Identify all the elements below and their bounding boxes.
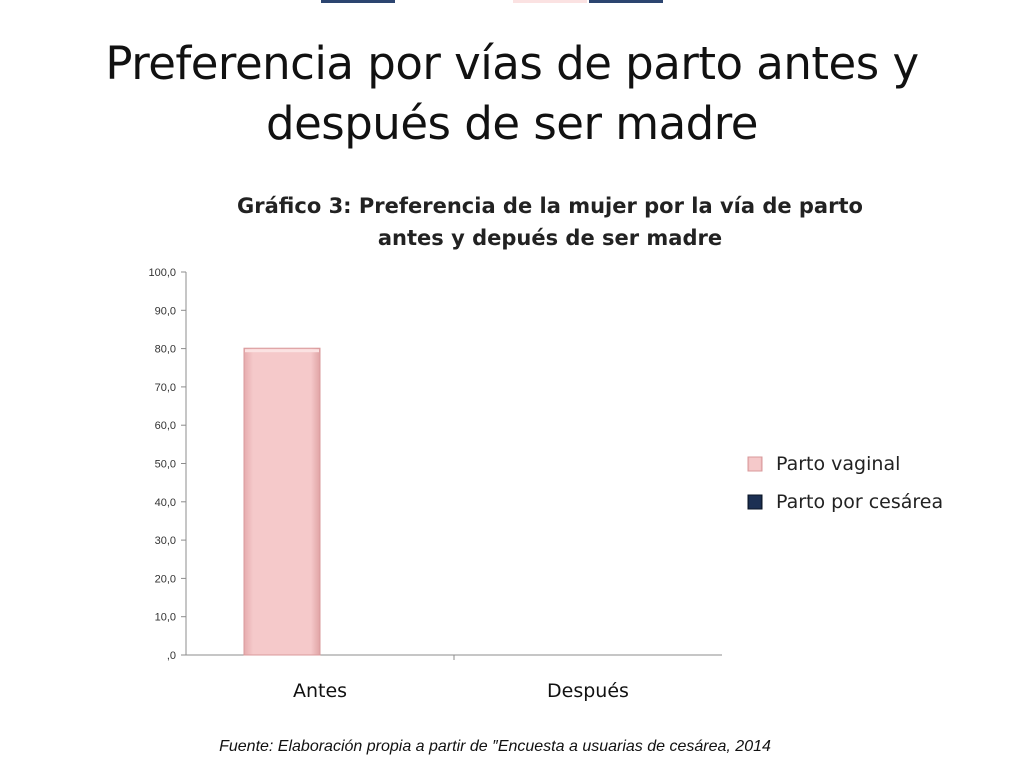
slide-title: Preferencia por vías de parto antes y de… [0,34,1024,154]
x-category-label: Después [547,680,629,702]
y-tick-label: 40,0 [155,497,176,509]
chart-axes: ,0 10,0 20,0 30,0 40,0 50,0 60,0 70,0 80,0 90,0 10… [148,267,722,662]
y-tick-label: 20,0 [155,573,176,585]
chart-labels: Antes Después [293,680,629,702]
y-tick-label: 30,0 [155,535,176,547]
y-tick-label: 60,0 [155,420,176,432]
y-tick-label: 70,0 [155,382,176,394]
chart-title: Gráfico 3: Preferencia de la mujer por l… [180,190,920,254]
chart-legend: Parto vaginal Parto por cesárea [747,453,943,513]
chart-bars [243,0,663,656]
bar-bevel [245,349,319,353]
chart-title-line-1: Gráfico 3: Preferencia de la mujer por l… [237,194,863,218]
legend-swatch [747,456,763,472]
y-tick-label: 10,0 [155,612,176,624]
legend-label: Parto vaginal [776,453,900,475]
slide-title-line-1: Preferencia por vías de parto antes y [105,37,919,90]
legend-swatch [747,494,763,510]
y-tick-label: 50,0 [155,459,176,471]
legend-label: Parto por cesárea [776,491,943,513]
y-tick-label: ,0 [167,650,176,662]
bar-parto-vaginal-antes [243,347,321,656]
y-tick-label: 90,0 [155,305,176,317]
chart-title-line-2: antes y depués de ser madre [377,226,723,250]
y-tick-label: 100,0 [148,267,176,279]
source-note: Fuente: Elaboración propia a partir de ″… [219,738,771,755]
bar-bevel [589,0,663,3]
bar-bevel [513,0,587,3]
slide-title-line-2: después de ser madre [266,97,758,150]
x-category-label: Antes [293,680,347,702]
bar-bevel [321,0,395,3]
y-tick-label: 80,0 [155,344,176,356]
